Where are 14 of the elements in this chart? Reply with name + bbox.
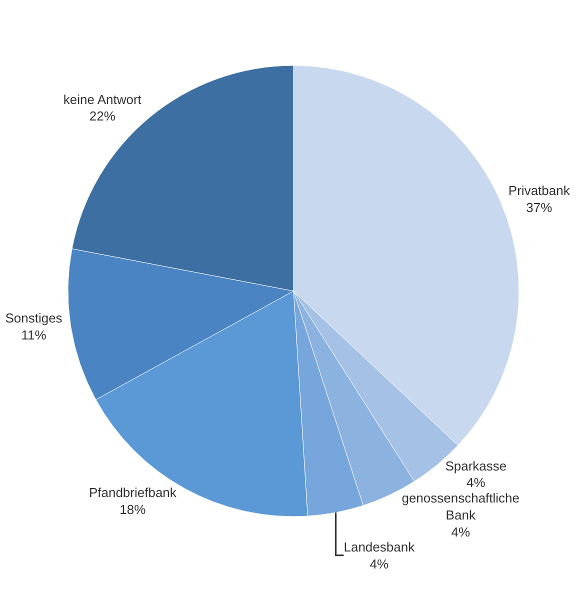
data-label: 4% — [466, 475, 486, 490]
data-label: 18% — [120, 502, 146, 517]
data-label: 37% — [526, 200, 553, 215]
data-label: 4% — [451, 524, 470, 540]
slice-label: Sparkasse — [445, 458, 507, 474]
data-label: 11% — [21, 328, 47, 343]
slice-label: Privatbank — [508, 182, 570, 198]
slice-label: Sonstiges — [5, 310, 63, 326]
slice-label: Pfandbriefbank — [88, 484, 177, 500]
data-label: 4% — [370, 556, 389, 572]
slice-label: Landesbank — [344, 539, 416, 554]
slice-label: keine Antwort — [63, 92, 142, 107]
slice-label: genossenschaftliche Bank — [402, 490, 520, 523]
data-label: 22% — [89, 108, 116, 124]
